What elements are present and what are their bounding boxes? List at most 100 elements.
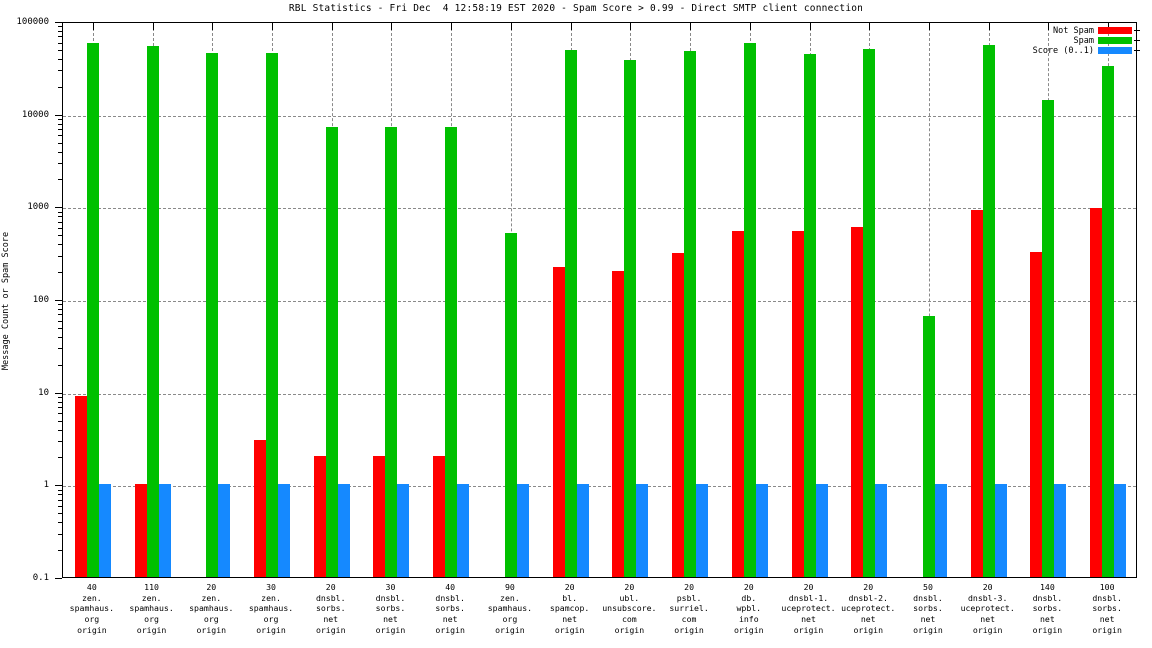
y-tick-minor <box>58 505 62 507</box>
x-tick-mark <box>510 23 512 30</box>
x-axis-tick-label: 30 zen. spamhaus. org origin <box>248 582 294 635</box>
y-tick-minor <box>58 272 62 274</box>
x-tick-mark <box>690 23 692 30</box>
y-tick-label: 1 <box>43 480 49 491</box>
y-tick-minor <box>58 221 62 223</box>
y-tick-minor <box>58 522 62 524</box>
grid-line <box>63 208 1136 210</box>
y-tick-minor <box>58 304 62 306</box>
bar-notspam <box>791 231 804 577</box>
bar-notspam <box>672 253 685 577</box>
bar-score <box>337 484 350 577</box>
bar-notspam <box>134 484 147 577</box>
y-tick-minor <box>58 401 62 403</box>
x-tick-mark <box>331 23 333 30</box>
bar-spam <box>504 232 517 577</box>
y-tick-minor <box>58 413 62 415</box>
y-tick-minor <box>58 70 62 72</box>
bar-score <box>158 484 171 577</box>
bar-score <box>875 484 888 577</box>
grid-line <box>63 393 1136 395</box>
y-tick-minor <box>58 550 62 552</box>
y-tick-minor <box>58 533 62 535</box>
x-tick-mark <box>152 23 154 30</box>
y-tick-minor <box>58 216 62 218</box>
x-tick-mark <box>928 23 930 30</box>
legend-label: Not Spam <box>1053 25 1094 36</box>
x-axis-tick-label: 20 zen. spamhaus. org origin <box>189 582 234 635</box>
bar-score <box>815 484 828 577</box>
legend-tick-mark <box>1134 40 1140 41</box>
legend-tick-mark <box>1134 30 1140 31</box>
x-axis-tick-label: 20 bl. spamcop. net origin <box>549 582 590 635</box>
bar-spam <box>564 49 577 577</box>
bar-notspam <box>612 271 625 577</box>
bar-notspam <box>373 456 386 577</box>
y-tick-label: 10 <box>38 387 49 398</box>
y-tick-mark <box>55 114 62 116</box>
legend-label: Spam <box>1073 35 1094 46</box>
y-tick-minor <box>58 123 62 125</box>
y-tick-mark <box>55 300 62 301</box>
grid-line <box>63 301 1136 302</box>
bar-spam <box>922 316 935 577</box>
x-tick-mark <box>391 23 393 30</box>
y-tick-minor <box>58 494 62 496</box>
y-tick-label: 100 <box>32 295 49 305</box>
y-tick-minor <box>58 235 62 237</box>
bar-spam <box>445 126 458 577</box>
y-tick-minor <box>58 151 62 153</box>
y-tick-mark <box>55 392 62 394</box>
bar-score <box>696 484 709 577</box>
y-tick-minor <box>58 308 62 310</box>
bar-score <box>755 484 768 577</box>
y-tick-minor <box>58 327 62 329</box>
grid-line <box>63 486 1136 488</box>
y-tick-mark <box>55 485 62 487</box>
y-tick-minor <box>58 336 62 338</box>
y-tick-minor <box>58 36 62 38</box>
x-axis-tick-label: 20 ubl. unsubscore. com origin <box>602 582 657 635</box>
grid-line <box>63 115 1136 117</box>
bar-score <box>1114 484 1127 577</box>
y-tick-minor <box>58 163 62 165</box>
x-axis-tick-label: 110 zen. spamhaus. org origin <box>129 582 174 635</box>
x-axis-tick-label: 20 dnsbl. sorbs. net origin <box>315 582 346 635</box>
bar-spam <box>385 126 398 577</box>
bar-score <box>98 484 111 577</box>
y-tick-minor <box>58 320 62 322</box>
bar-score <box>457 484 470 577</box>
x-tick-mark <box>1048 23 1050 30</box>
y-tick-minor <box>58 429 62 431</box>
bar-spam <box>743 42 756 577</box>
x-axis-tick-label: 20 dnsbl-3. uceprotect. net origin <box>960 582 1015 635</box>
x-tick-mark <box>988 23 990 30</box>
bar-spam <box>624 59 637 577</box>
y-tick-minor <box>58 30 62 32</box>
x-tick-mark <box>92 23 94 30</box>
bar-spam <box>206 53 219 577</box>
y-tick-minor <box>58 179 62 181</box>
legend-item: Not Spam <box>990 25 1140 36</box>
legend-item: Spam <box>990 35 1140 46</box>
y-tick-minor <box>58 244 62 246</box>
bar-notspam <box>313 456 326 577</box>
legend-label: Score (0..1) <box>1032 45 1094 56</box>
y-tick-minor <box>58 118 62 120</box>
legend-color-swatch <box>1098 37 1132 44</box>
bar-notspam <box>254 440 267 577</box>
x-axis-tick-label: 20 psbl. surriel. com origin <box>669 582 709 635</box>
x-axis-tick-label: 20 dnsbl-1. uceprotect. net origin <box>781 582 836 635</box>
chart-title: RBL Statistics - Fri Dec 4 12:58:19 EST … <box>288 3 864 14</box>
x-tick-mark <box>570 23 572 30</box>
bar-score <box>994 484 1007 577</box>
y-tick-minor <box>58 142 62 144</box>
y-axis-label: Message Count or Spam Score <box>1 231 11 371</box>
bar-spam <box>863 48 876 577</box>
x-axis-tick-label: 20 dnsbl-2. uceprotect. net origin <box>841 582 896 635</box>
y-tick-label: 10000 <box>21 109 49 120</box>
bar-score <box>934 484 947 577</box>
bar-notspam <box>731 231 744 577</box>
bar-score <box>576 484 589 577</box>
